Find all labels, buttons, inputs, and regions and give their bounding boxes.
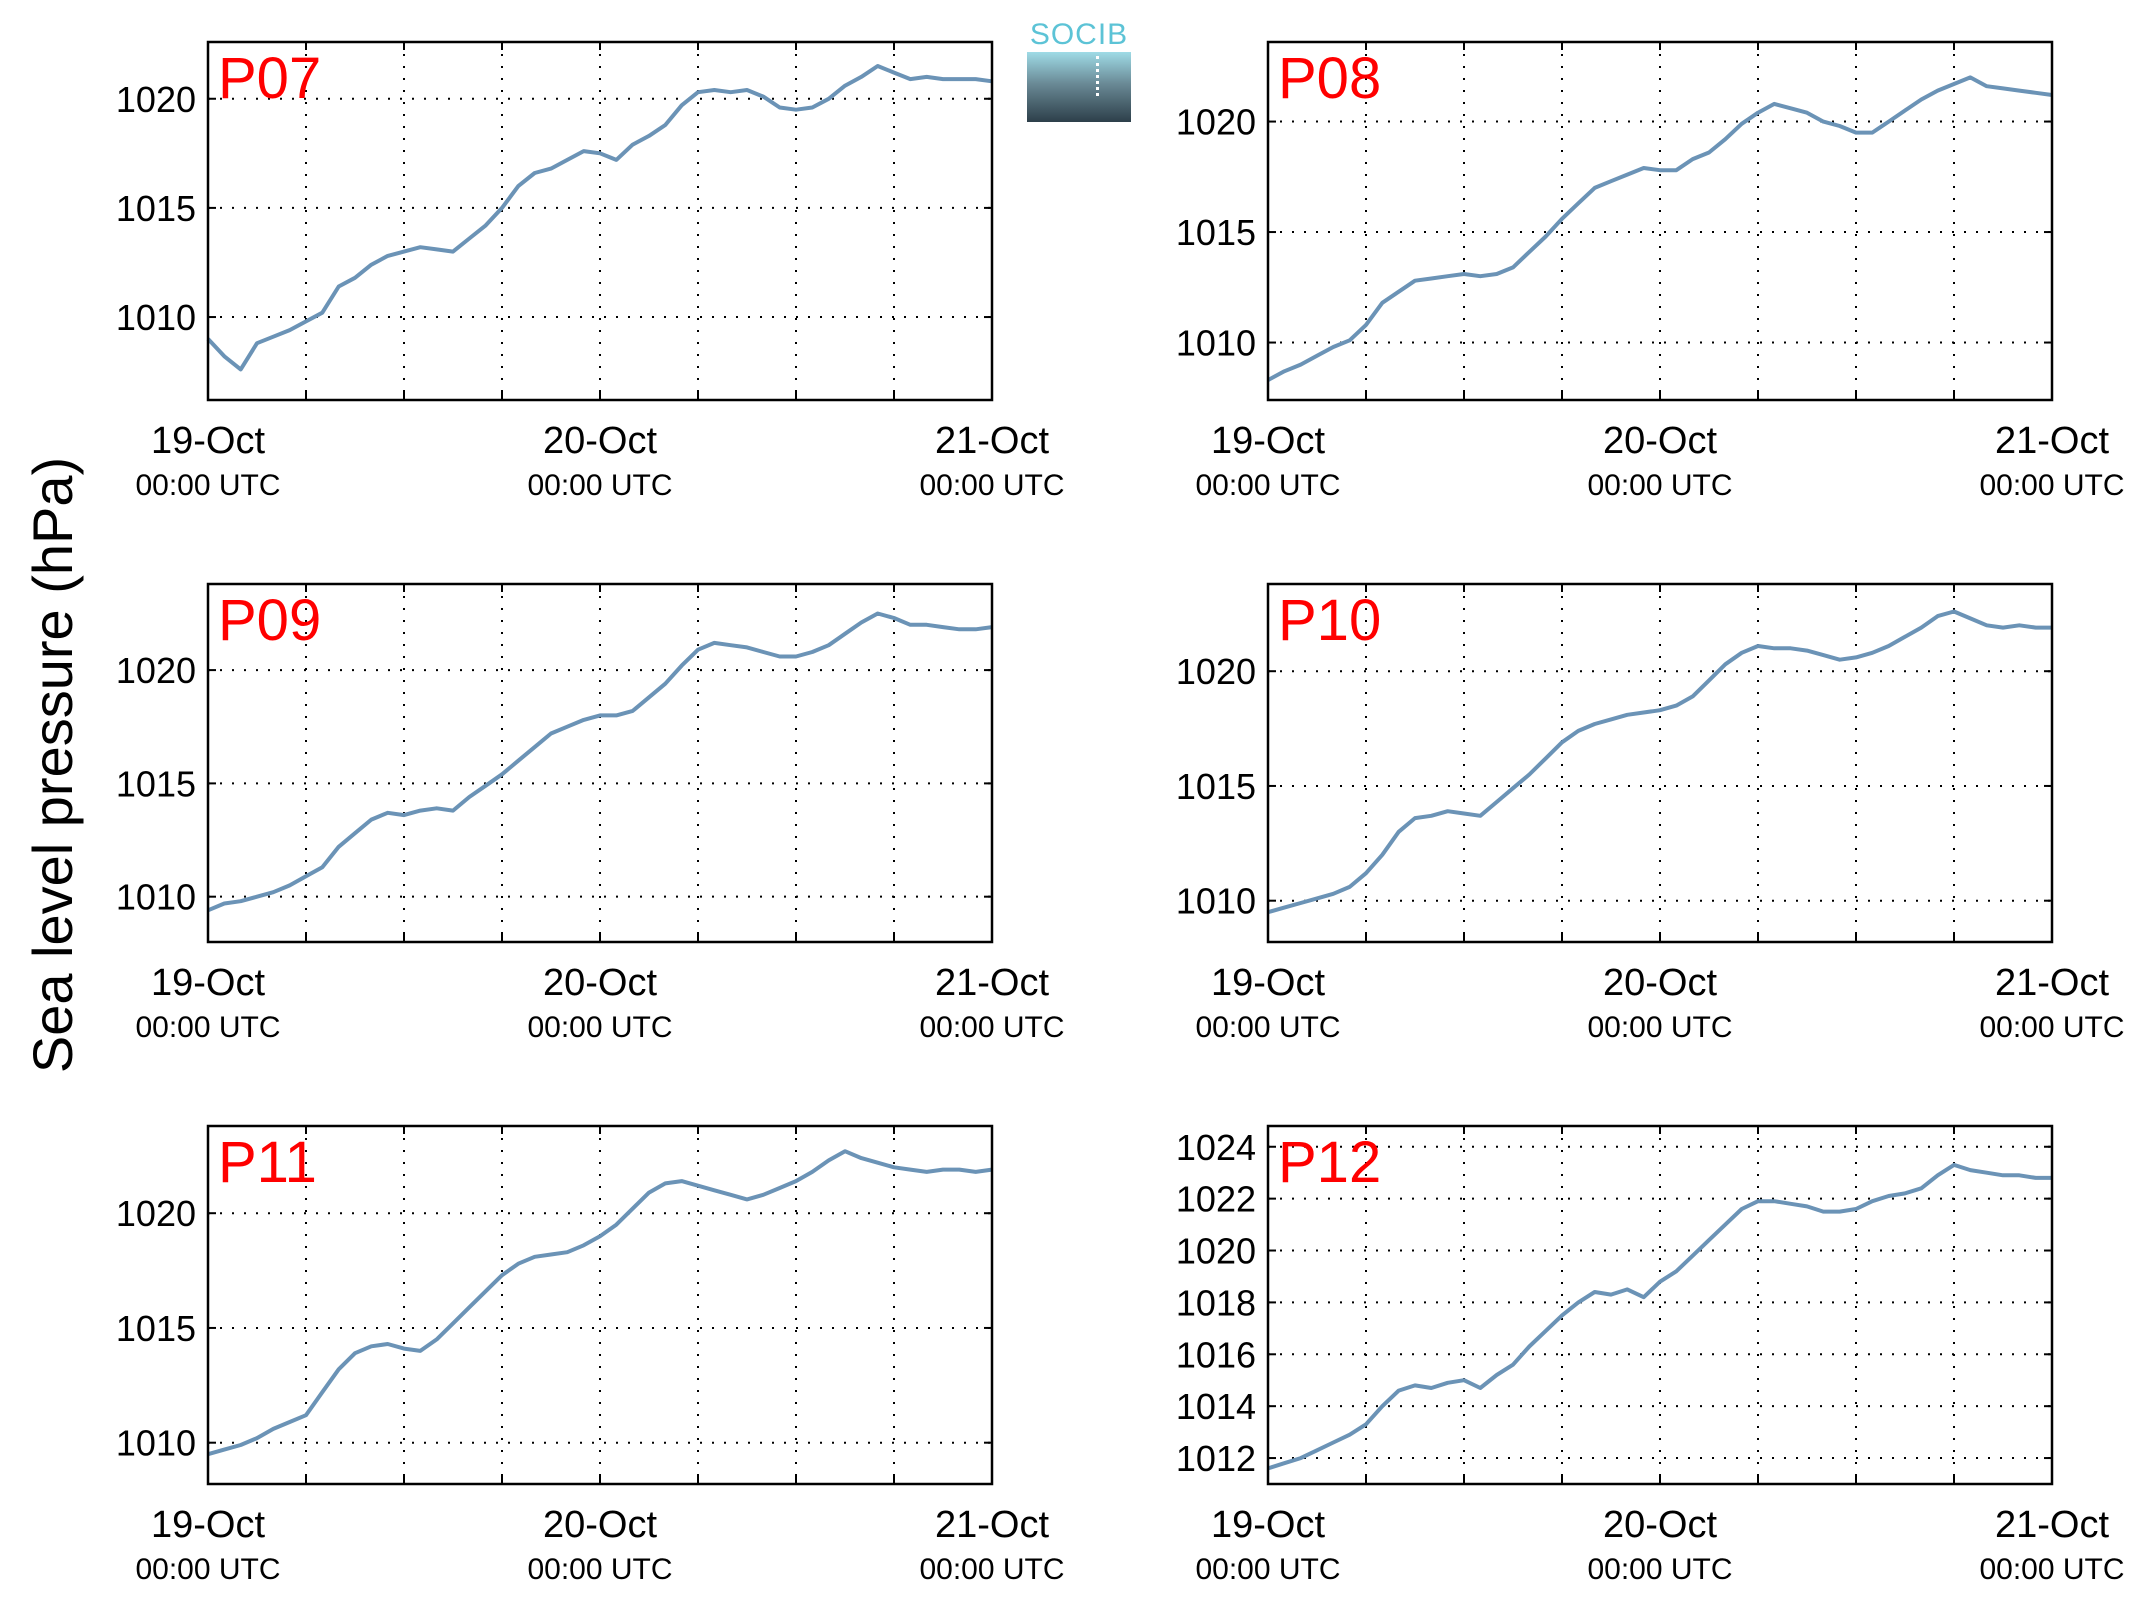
x-tick-date-label: 19-Oct — [151, 1504, 265, 1546]
chart-panel-p10: 1010 1015 1020 19-Oct 00:00 UTC 20-Oct 00:00 U… — [1176, 582, 2125, 1044]
y-tick-label: 1015 — [116, 1308, 196, 1349]
series-line-p09 — [207, 611, 993, 913]
chart-panel-p07: 1010 1015 1020 19-Oct 00:00 UTC 20-Oct 00:00 U… — [116, 40, 1065, 502]
y-tick-label: 1010 — [1176, 881, 1256, 922]
axes-frame — [206, 1124, 994, 1486]
chart-panel-p11: 1010 1015 1020 19-Oct 00:00 UTC 20-Oct 00:00 U… — [116, 1124, 1065, 1586]
axes-frame — [206, 582, 994, 944]
y-tick-label: 1010 — [1176, 323, 1256, 364]
x-tick-date-label: 19-Oct — [1211, 1504, 1325, 1546]
y-tick-label: 1024 — [1176, 1127, 1256, 1168]
x-tick-time-label: 00:00 UTC — [919, 1553, 1064, 1586]
x-tick-time-label: 00:00 UTC — [527, 1553, 672, 1586]
panel-label: P12 — [1278, 1130, 1381, 1195]
y-tick-label: 1015 — [116, 763, 196, 804]
series-line-p08 — [1267, 75, 2053, 382]
y-tick-label: 1010 — [116, 877, 196, 918]
x-tick-date-label: 20-Oct — [543, 962, 657, 1004]
panel-label: P11 — [218, 1130, 317, 1195]
x-tick-date-label: 21-Oct — [935, 1504, 1049, 1546]
y-tick-label: 1015 — [1176, 766, 1256, 807]
panel-label: P07 — [218, 46, 321, 111]
x-tick-time-label: 00:00 UTC — [527, 1011, 672, 1044]
panel-label: P10 — [1278, 588, 1381, 653]
x-tick-date-label: 19-Oct — [1211, 962, 1325, 1004]
x-tick-date-label: 21-Oct — [1995, 420, 2109, 462]
y-tick-label: 1015 — [116, 188, 196, 229]
y-tick-label: 1020 — [1176, 651, 1256, 692]
x-tick-time-label: 00:00 UTC — [1587, 469, 1732, 502]
y-tick-label: 1014 — [1176, 1386, 1256, 1427]
socib-logo: SOCIB — [1027, 18, 1131, 122]
axes-frame — [1266, 1124, 2054, 1486]
x-tick-date-label: 21-Oct — [1995, 1504, 2109, 1546]
x-tick-time-label: 00:00 UTC — [1195, 1553, 1340, 1586]
series-line-p07 — [206, 64, 993, 372]
series-line-p11 — [207, 1149, 993, 1457]
panel-label: P09 — [218, 588, 321, 653]
x-tick-date-label: 20-Oct — [1603, 420, 1717, 462]
y-tick-label: 1020 — [116, 79, 196, 120]
y-tick-label: 1016 — [1176, 1334, 1256, 1375]
x-tick-time-label: 00:00 UTC — [1587, 1011, 1732, 1044]
chart-panel-p08: 1010 1015 1020 19-Oct 00:00 UTC 20-Oct 00:00 U… — [1176, 40, 2125, 502]
y-tick-label: 1020 — [116, 650, 196, 691]
x-tick-date-label: 20-Oct — [1603, 962, 1717, 1004]
x-tick-time-label: 00:00 UTC — [1979, 1553, 2124, 1586]
series-line-p10 — [1267, 609, 2052, 915]
panels-container: 1010 1015 1020 19-Oct 00:00 UTC 20-Oct 00:00 U… — [116, 40, 2125, 1586]
axes-frame — [1266, 582, 2054, 944]
series-line-p12 — [1267, 1162, 2052, 1471]
x-tick-date-label: 21-Oct — [935, 962, 1049, 1004]
axes-frame — [1266, 40, 2054, 402]
x-tick-date-label: 20-Oct — [543, 1504, 657, 1546]
x-tick-time-label: 00:00 UTC — [527, 469, 672, 502]
x-tick-date-label: 21-Oct — [935, 420, 1049, 462]
y-tick-label: 1012 — [1176, 1438, 1256, 1479]
chart-panel-p12: 1012 1014 1016 1018 1020 1022 1024 19-Oct 00:00 … — [1176, 1124, 2125, 1586]
logo-dots — [1096, 56, 1099, 96]
x-tick-time-label: 00:00 UTC — [1195, 1011, 1340, 1044]
y-tick-label: 1018 — [1176, 1282, 1256, 1323]
x-tick-date-label: 20-Oct — [1603, 1504, 1717, 1546]
x-tick-time-label: 00:00 UTC — [1587, 1553, 1732, 1586]
panel-label: P08 — [1278, 46, 1381, 111]
axes-frame — [206, 40, 994, 402]
x-tick-time-label: 00:00 UTC — [1979, 469, 2124, 502]
y-tick-label: 1010 — [116, 1423, 196, 1464]
logo-graphic — [1027, 52, 1131, 122]
x-tick-date-label: 21-Oct — [1995, 962, 2109, 1004]
x-tick-time-label: 00:00 UTC — [919, 1011, 1064, 1044]
y-tick-label: 1020 — [1176, 1231, 1256, 1272]
x-tick-time-label: 00:00 UTC — [135, 1553, 280, 1586]
x-tick-date-label: 19-Oct — [1211, 420, 1325, 462]
y-axis-label: Sea level pressure (hPa) — [21, 457, 84, 1073]
y-tick-label: 1020 — [1176, 102, 1256, 143]
x-tick-date-label: 20-Oct — [543, 420, 657, 462]
x-tick-date-label: 19-Oct — [151, 962, 265, 1004]
chart-panel-p09: 1010 1015 1020 19-Oct 00:00 UTC 20-Oct 00:00 U… — [116, 582, 1065, 1044]
x-tick-time-label: 00:00 UTC — [919, 469, 1064, 502]
x-tick-time-label: 00:00 UTC — [135, 1011, 280, 1044]
y-tick-label: 1022 — [1176, 1179, 1256, 1220]
x-tick-time-label: 00:00 UTC — [1979, 1011, 2124, 1044]
x-tick-time-label: 00:00 UTC — [1195, 469, 1340, 502]
x-tick-date-label: 19-Oct — [151, 420, 265, 462]
y-tick-label: 1020 — [116, 1193, 196, 1234]
y-tick-label: 1015 — [1176, 212, 1256, 253]
logo-text: SOCIB — [1029, 18, 1129, 51]
x-tick-time-label: 00:00 UTC — [135, 469, 280, 502]
y-tick-label: 1010 — [116, 297, 196, 338]
